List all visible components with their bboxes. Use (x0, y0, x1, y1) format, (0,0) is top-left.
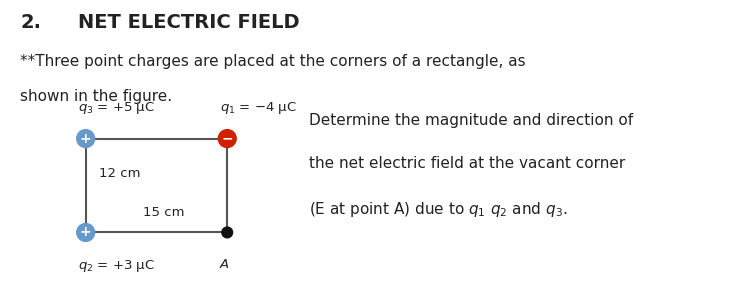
Text: −: − (221, 132, 233, 145)
Text: **Three point charges are placed at the corners of a rectangle, as: **Three point charges are placed at the … (20, 54, 526, 69)
Text: Determine the magnitude and direction of: Determine the magnitude and direction of (309, 113, 633, 128)
Text: the net electric field at the vacant corner: the net electric field at the vacant cor… (309, 156, 625, 171)
Text: $q_2$ = +3 μC: $q_2$ = +3 μC (78, 258, 155, 274)
Text: 12 cm: 12 cm (99, 167, 141, 180)
Text: A: A (220, 258, 229, 271)
Text: $q_3$ = +5 μC: $q_3$ = +5 μC (78, 100, 155, 116)
Ellipse shape (218, 130, 236, 148)
Text: shown in the figure.: shown in the figure. (20, 89, 172, 104)
Ellipse shape (222, 227, 232, 238)
Text: +: + (80, 132, 92, 145)
Text: 2.: 2. (20, 13, 41, 32)
Text: 15 cm: 15 cm (143, 206, 185, 219)
Ellipse shape (77, 130, 95, 148)
Ellipse shape (77, 224, 95, 241)
Text: +: + (80, 226, 92, 239)
Text: $q_1$ = −4 μC: $q_1$ = −4 μC (220, 100, 297, 116)
Text: NET ELECTRIC FIELD: NET ELECTRIC FIELD (78, 13, 299, 32)
Text: (E at point A) due to $q_1$ $q_2$ and $q_3$.: (E at point A) due to $q_1$ $q_2$ and $q… (309, 200, 568, 219)
